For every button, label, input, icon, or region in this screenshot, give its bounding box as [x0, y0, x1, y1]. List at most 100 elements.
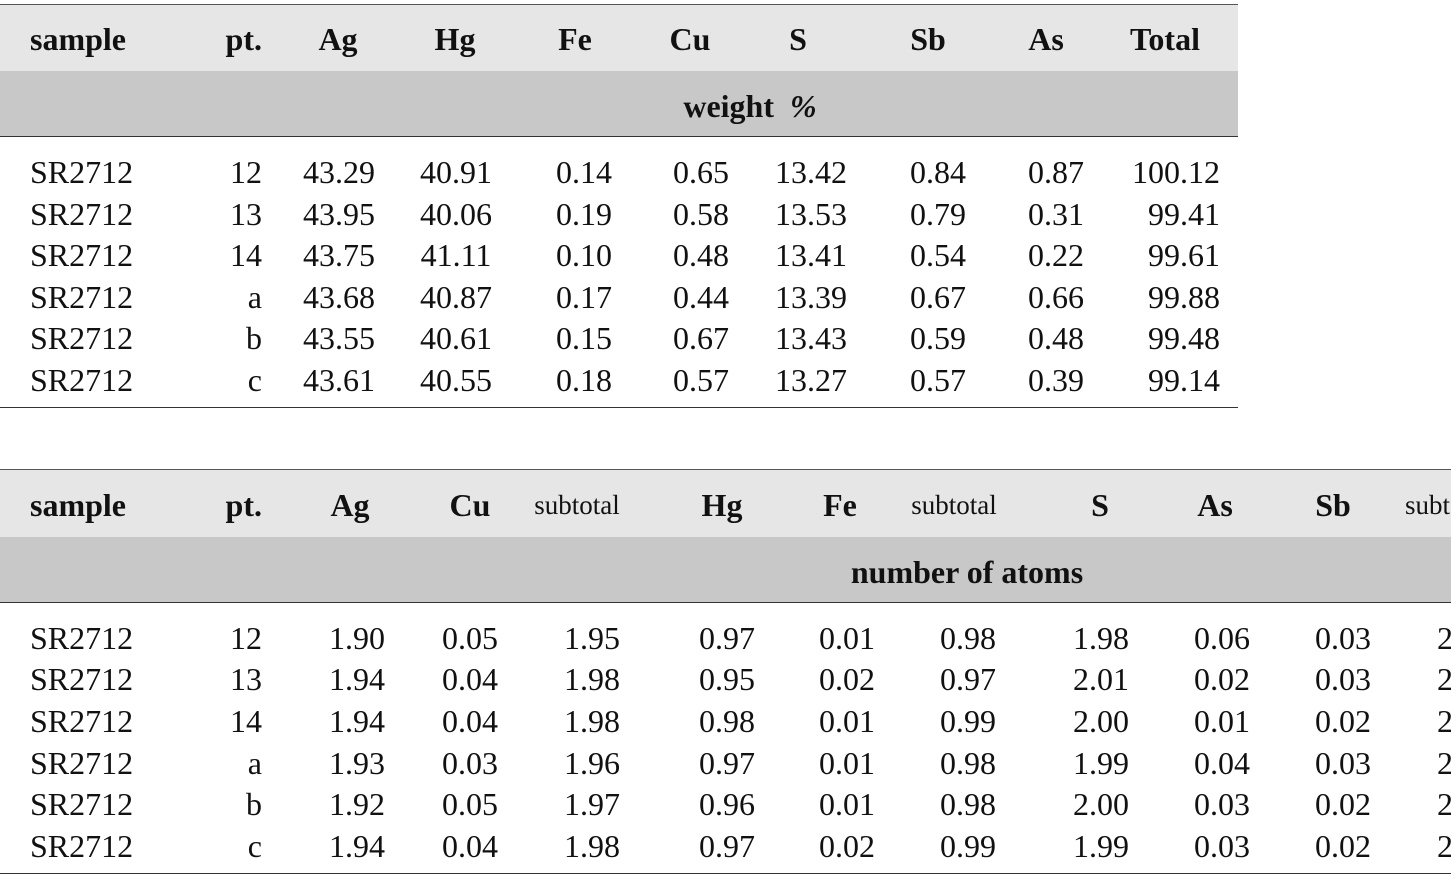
column-header: Ag — [330, 487, 370, 523]
column-header: As — [1028, 21, 1064, 57]
table-cell: b — [246, 320, 262, 356]
table-cell: 1.90 — [329, 620, 385, 656]
table-cell: 43.68 — [303, 279, 375, 315]
table-cell: SR2712 — [30, 786, 134, 822]
table-cell: 0.96 — [699, 786, 755, 822]
table-cell: 0.05 — [442, 786, 498, 822]
table-cell: 2.00 — [1073, 786, 1129, 822]
column-header: pt. — [225, 487, 262, 523]
table-cell: 1.94 — [329, 828, 385, 864]
column-header: S — [1091, 487, 1109, 523]
table-cell: 0.01 — [1194, 703, 1250, 739]
table-cell: 0.48 — [1028, 320, 1084, 356]
table-cell: 1.93 — [329, 745, 385, 781]
table-cell: 14 — [230, 237, 262, 273]
table-cell: 0.97 — [699, 828, 755, 864]
table-cell: 0.02 — [1315, 828, 1371, 864]
table-cell: 40.55 — [420, 362, 492, 398]
table-cell: 0.02 — [1315, 703, 1371, 739]
table-cell: 0.01 — [819, 786, 875, 822]
table-cell: 0.97 — [699, 745, 755, 781]
table-cell: SR2712 — [30, 154, 134, 190]
table-cell: 0.66 — [1028, 279, 1084, 315]
column-header: Fe — [558, 21, 592, 57]
unit-band — [0, 537, 1451, 603]
table-cell: 40.61 — [420, 320, 492, 356]
table-cell: 0.04 — [442, 703, 498, 739]
table-cell: 13.39 — [775, 279, 847, 315]
table-cell: 0.97 — [940, 661, 996, 697]
table-cell: 0.98 — [940, 786, 996, 822]
column-header: As — [1197, 487, 1233, 523]
column-header: Sb — [1315, 487, 1351, 523]
unit-symbol: % — [790, 88, 817, 124]
table-cell: 12 — [230, 620, 262, 656]
table-cell: 0.98 — [940, 745, 996, 781]
table-cell: 0.05 — [442, 620, 498, 656]
bottom-rule — [0, 407, 1238, 408]
table-cell: 1.98 — [564, 661, 620, 697]
table-cell: 2 — [1437, 703, 1451, 739]
table-cell: 43.55 — [303, 320, 375, 356]
unit-text: weight — [683, 88, 774, 124]
table-cell: 99.61 — [1148, 237, 1220, 273]
table-cell: SR2712 — [30, 703, 134, 739]
table-cell: 0.03 — [1315, 620, 1371, 656]
table-cell: 0.01 — [819, 703, 875, 739]
table-cell: 99.88 — [1148, 279, 1220, 315]
column-header: Cu — [449, 487, 491, 523]
table-cell: 0.95 — [699, 661, 755, 697]
table-cell: c — [247, 828, 262, 864]
table-cell: 0.57 — [673, 362, 729, 398]
column-header: Hg — [701, 487, 743, 523]
table-cell: 0.14 — [556, 154, 612, 190]
table-cell: 0.04 — [1194, 745, 1250, 781]
table-cell: 0.04 — [442, 828, 498, 864]
table-cell: 0.98 — [699, 703, 755, 739]
table-cell: 13.41 — [775, 237, 847, 273]
table-cell: 13.43 — [775, 320, 847, 356]
column-header: subtotal — [911, 490, 997, 520]
table-cell: 13.42 — [775, 154, 847, 190]
table-cell: 0.57 — [910, 362, 966, 398]
table-cell: 40.91 — [420, 154, 492, 190]
table-cell: 1.98 — [1073, 620, 1129, 656]
table-cell: 1.98 — [564, 703, 620, 739]
table-cell: 1.96 — [564, 745, 620, 781]
table-cell: 0.04 — [442, 661, 498, 697]
column-header: pt. — [225, 21, 262, 57]
table-cell: 2 — [1437, 661, 1451, 697]
table-cell: 0.02 — [1315, 786, 1371, 822]
table-cell: 2 — [1437, 786, 1451, 822]
table-cell: 0.44 — [673, 279, 729, 315]
table-cell: SR2712 — [30, 828, 134, 864]
table-cell: 1.92 — [329, 786, 385, 822]
table-cell: 2 — [1437, 620, 1451, 656]
table-cell: 0.67 — [910, 279, 966, 315]
table-cell: SR2712 — [30, 362, 134, 398]
table-cell: 0.03 — [1194, 828, 1250, 864]
table-cell: 0.79 — [910, 196, 966, 232]
column-header: Ag — [318, 21, 358, 57]
column-header: Fe — [823, 487, 857, 523]
table-cell: 0.99 — [940, 703, 996, 739]
header-band — [0, 469, 1451, 537]
table-cell: 1.99 — [1073, 745, 1129, 781]
table-cell: 0.54 — [910, 237, 966, 273]
table-cell: 40.06 — [420, 196, 492, 232]
table-cell: 1.94 — [329, 661, 385, 697]
table-cell: 0.18 — [556, 362, 612, 398]
unit-label: weight % — [683, 88, 816, 124]
table-cell: 0.15 — [556, 320, 612, 356]
table-cell: 0.48 — [673, 237, 729, 273]
table-cell: 99.48 — [1148, 320, 1220, 356]
table-cell: 0.03 — [1194, 786, 1250, 822]
table-cell: 0.03 — [1315, 745, 1371, 781]
column-header: Cu — [669, 21, 711, 57]
table-cell: 13.27 — [775, 362, 847, 398]
table-cell: 0.84 — [910, 154, 966, 190]
table-cell: 13 — [230, 661, 262, 697]
column-header: S — [789, 21, 807, 57]
table-cell: 0.19 — [556, 196, 612, 232]
